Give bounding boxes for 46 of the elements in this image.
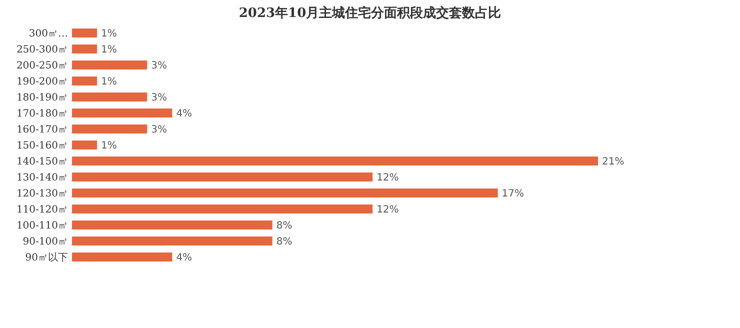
data-label: 4% [176, 108, 192, 120]
data-label: 12% [376, 204, 399, 216]
y-tick-label: 160-170㎡ [16, 124, 68, 136]
bar [72, 188, 498, 198]
bar [72, 124, 148, 134]
y-tick-label: 200-250㎡ [16, 60, 68, 72]
bar [72, 76, 98, 86]
bar [72, 44, 98, 54]
data-label: 8% [276, 220, 292, 232]
bar [72, 28, 98, 38]
bar [72, 156, 598, 166]
y-tick-label: 190-200㎡ [16, 76, 68, 88]
y-tick-label: 150-160㎡ [16, 140, 68, 152]
y-tick-label: 300㎡… [28, 28, 68, 40]
y-tick-label: 170-180㎡ [16, 108, 68, 120]
bar [72, 252, 172, 262]
data-label: 1% [101, 76, 117, 88]
bar [72, 236, 272, 246]
y-tick-label: 120-130㎡ [16, 188, 68, 200]
y-tick-label: 130-140㎡ [16, 172, 68, 184]
y-tick-label: 140-150㎡ [16, 156, 68, 168]
data-label: 1% [101, 44, 117, 56]
y-tick-label: 250-300㎡ [16, 44, 68, 56]
data-label: 21% [602, 156, 624, 168]
bar [72, 92, 148, 102]
y-tick-label: 100-110㎡ [16, 220, 68, 232]
data-label: 3% [151, 92, 168, 104]
y-tick-label: 110-120㎡ [16, 204, 68, 216]
data-label: 8% [276, 236, 292, 248]
data-label: 3% [151, 124, 168, 136]
bar [72, 172, 373, 182]
bar [72, 220, 272, 230]
data-label: 4% [176, 252, 192, 264]
data-label: 12% [376, 172, 399, 184]
data-label: 1% [101, 28, 117, 40]
bar [72, 108, 172, 118]
data-label: 1% [101, 140, 117, 152]
y-tick-label: 180-190㎡ [16, 92, 68, 104]
chart-title: 2023年10月主城住宅分面积段成交套数占比 [238, 5, 502, 21]
bar [72, 204, 373, 214]
y-tick-label: 90㎡以下 [25, 252, 68, 264]
data-label: 3% [151, 60, 168, 72]
data-label: 17% [502, 188, 524, 200]
bar [72, 60, 148, 70]
y-tick-label: 90-100㎡ [22, 236, 68, 248]
bar [72, 140, 98, 150]
